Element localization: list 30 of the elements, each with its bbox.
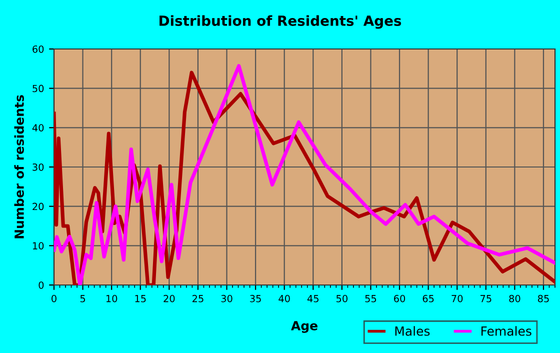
- legend-label: Females: [481, 326, 532, 336]
- x-tick-label: 40: [278, 294, 290, 302]
- x-tick-label: 15: [135, 295, 146, 302]
- x-tick-label: 20: [164, 294, 175, 302]
- y-tick-label: 30: [32, 163, 44, 171]
- x-tick-label: 30: [221, 294, 232, 302]
- y-axis-title: Number of residents: [14, 95, 24, 238]
- y-tick-label: 60: [32, 45, 44, 53]
- x-tick-label: 25: [192, 294, 204, 302]
- x-tick-label: 10: [106, 294, 118, 302]
- x-tick-label: 35: [250, 294, 261, 302]
- x-tick-label: 85: [538, 294, 549, 302]
- y-tick-label: 50: [32, 84, 44, 92]
- x-tick-label: 55: [365, 295, 376, 302]
- x-tick-label: 60: [394, 294, 406, 302]
- y-tick-label: 20: [32, 202, 44, 210]
- y-tick-label: 0: [38, 281, 44, 289]
- x-tick-label: 70: [452, 294, 463, 302]
- x-tick-label: 50: [336, 294, 348, 302]
- y-tick-label: 10: [32, 242, 44, 250]
- x-tick-label: 80: [509, 294, 520, 302]
- x-tick-label: 0: [52, 294, 56, 302]
- x-tick-label: 5: [80, 295, 86, 302]
- x-axis-title: Age: [291, 321, 318, 333]
- chart-title: Distribution of Residents' Ages: [160, 15, 402, 29]
- x-tick-label: 45: [307, 295, 318, 302]
- y-tick-label: 40: [32, 124, 44, 132]
- x-tick-label: 65: [422, 294, 434, 302]
- legend-label: Males: [395, 326, 430, 336]
- x-tick-label: 75: [480, 295, 492, 302]
